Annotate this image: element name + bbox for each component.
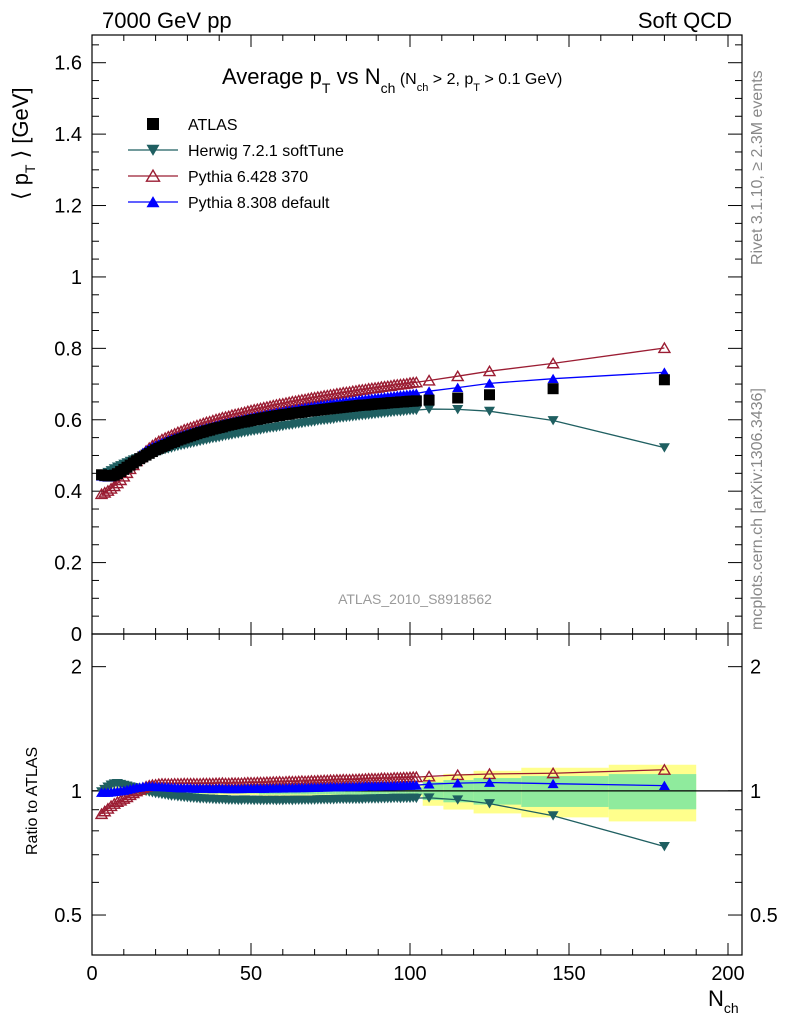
x-tick-label: 50 [240,963,262,985]
rivet-label: Rivet 3.1.10, ≥ 2.3M events [749,70,766,265]
point-herwig [658,443,670,453]
point-pythia6 [110,476,125,489]
point-pythia6 [94,487,109,500]
point-herwig [484,406,495,417]
y-tick-label: 0.2 [54,553,82,575]
ratio-point-pythia8 [547,778,559,789]
legend-label-atlas: ATLAS [188,117,238,134]
ratio-point-herwig [410,793,422,804]
point-pythia6 [409,375,424,388]
axis-ticks: 0 50 100 150 200 0 0.2 0.4 0.6 0.8 1 1.2 1.4 1.6 0.5 0.… [54,35,778,985]
y-axis-label: ⟨ pT ⟩ [GeV] [8,87,38,200]
point-pythia6 [450,369,465,382]
point-atlas [484,389,495,401]
point-pythia6 [482,364,497,377]
point-pythia8 [547,373,559,384]
ratio-panel-frame [91,633,743,956]
point-herwig [547,416,559,426]
ratio-point-herwig [484,799,495,809]
mcplots-label: mcplots.cern.ch [arXiv:1306.3436] [749,388,766,630]
plot-frames [91,34,743,956]
point-atlas [452,392,464,404]
y-tick-label: 0.8 [54,338,82,360]
ratio-tick-label-left: 2 [71,657,82,679]
x-tick-label: 150 [552,963,585,985]
y-tick-label: 1.6 [54,53,82,75]
point-herwig [423,404,435,415]
chart-title: Average pT vs Nch (Nch > 2, pT > 0.1 GeV… [222,64,562,96]
ratio-point-pythia8 [658,780,670,791]
ratio-point-herwig [423,793,435,803]
point-pythia8 [484,378,495,388]
point-pythia6 [657,341,672,354]
legend-label-herwig: Herwig 7.2.1 softTune [188,143,344,160]
point-pythia6 [107,479,121,492]
ratio-point-herwig [452,795,464,805]
ratio-point-pythia8 [423,779,435,789]
x-tick-label: 100 [393,963,426,985]
legend-marker-pythia8 [146,196,160,208]
y-tick-label: 1 [71,267,82,289]
point-pythia8 [423,386,435,396]
y-tick-label: 1.4 [54,124,82,146]
point-atlas [658,374,670,386]
point-atlas [547,383,559,395]
ratio-tick-label-left: 1 [71,781,82,803]
ratio-point-pythia6 [110,795,125,808]
legend-marker-herwig [146,144,160,156]
point-herwig [410,405,422,416]
y-tick-label: 0 [71,624,82,646]
ratio-band-inner [521,776,609,807]
ratio-point-pythia6 [657,763,672,775]
legend-marker-atlas [147,118,159,130]
y-tick-label: 0.6 [54,410,82,432]
point-herwig [452,405,464,415]
x-tick-label: 200 [711,963,744,985]
x-tick-label: 0 [86,963,97,985]
x-axis-label: Nch [708,986,739,1016]
legend-label-pythia6: Pythia 6.428 370 [188,169,308,186]
ratio-y-axis-label: Ratio to ATLAS [24,747,41,855]
legend-label-pythia8: Pythia 8.308 default [188,195,330,212]
point-atlas [423,394,435,406]
series-markers [94,341,672,852]
analysis-watermark: ATLAS_2010_S8918562 [338,591,492,607]
ratio-point-pythia8 [452,778,464,788]
ratio-point-pythia6 [117,792,131,804]
ratio-tick-label-left: 0.5 [54,905,82,927]
ratio-point-pythia6 [113,794,128,806]
point-atlas [410,395,422,407]
ratio-point-pythia8 [410,780,422,790]
point-pythia6 [546,357,560,369]
point-pythia6 [422,374,436,386]
ratio-point-herwig [658,842,670,852]
ratio-tick-label-right: 2 [750,657,761,679]
point-pythia8 [452,382,464,393]
ratio-point-pythia8 [484,777,495,787]
ratio-tick-label-right: 1 [750,781,761,803]
ratio-band-inner [608,774,697,810]
legend: ATLAS Herwig 7.2.1 softTune Pythia 6.428 3… [128,117,344,212]
ratio-point-pythia6 [107,797,121,809]
ratio-point-herwig [547,811,559,821]
ratio-tick-label-right: 0.5 [750,905,778,927]
ratio-point-pythia6 [546,766,560,779]
legend-marker-pythia6 [145,168,161,182]
header-right: Soft QCD [638,8,732,33]
point-pythia6 [97,486,112,498]
y-tick-label: 1.2 [54,196,82,218]
y-tick-label: 0.4 [54,481,82,503]
header-left: 7000 GeV pp [102,8,232,33]
